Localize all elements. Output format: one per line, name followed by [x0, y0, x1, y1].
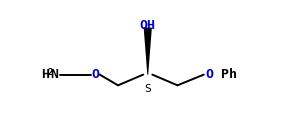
Text: N: N: [51, 68, 59, 81]
Text: H: H: [42, 68, 50, 81]
Text: O: O: [91, 68, 99, 81]
Text: O: O: [206, 68, 214, 81]
Polygon shape: [144, 28, 152, 75]
Text: OH: OH: [140, 19, 156, 32]
Text: Ph: Ph: [221, 68, 237, 81]
Text: 2: 2: [47, 68, 53, 77]
Text: S: S: [144, 84, 151, 94]
